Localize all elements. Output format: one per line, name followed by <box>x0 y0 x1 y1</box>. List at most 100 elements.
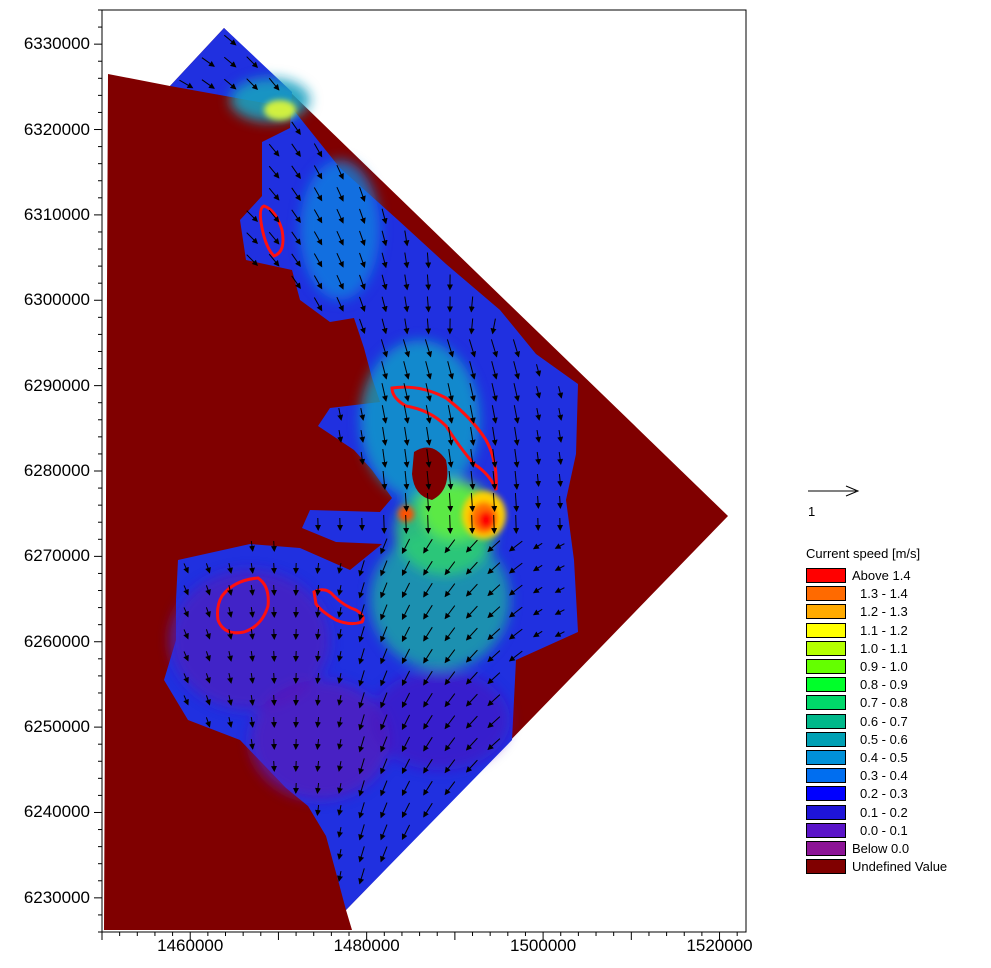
current-vector-arrow <box>532 608 543 616</box>
current-vector-arrow <box>508 606 523 618</box>
y-tick-label: 6320000 <box>23 119 90 139</box>
current-vector-arrow <box>491 514 498 534</box>
current-vector-arrow <box>380 560 388 577</box>
island <box>412 447 448 500</box>
current-vector-arrow <box>425 405 432 424</box>
current-vector-arrow <box>401 736 411 752</box>
current-vector-arrow <box>535 430 542 443</box>
current-vector-arrow <box>359 408 366 421</box>
current-vector-arrow <box>535 451 542 465</box>
current-vector-arrow <box>403 383 410 402</box>
current-vector-arrow <box>380 648 388 665</box>
current-vector-arrow <box>268 143 280 157</box>
current-vector-arrow <box>337 628 343 640</box>
current-vector-arrow <box>444 605 456 620</box>
legend-swatch <box>806 768 846 784</box>
current-vector-arrow <box>403 361 410 380</box>
x-tick-label: 1500000 <box>510 936 577 955</box>
current-vector-arrow <box>381 405 388 424</box>
current-vector-arrow <box>205 607 211 618</box>
current-vector-arrow <box>315 628 321 640</box>
legend-label: 0.1 - 0.2 <box>860 804 908 820</box>
current-vector-arrow <box>315 584 321 596</box>
current-vector-arrow <box>223 78 237 90</box>
current-vector-arrow <box>337 650 343 662</box>
legend-swatch <box>806 713 846 729</box>
current-vector-arrow <box>557 386 564 399</box>
current-vector-arrow <box>444 583 456 598</box>
current-vector-arrow <box>532 586 543 594</box>
current-vector-arrow <box>425 427 432 446</box>
legend-label: 0.7 - 0.8 <box>860 695 908 711</box>
current-vector-arrow <box>554 609 565 615</box>
current-vector-arrow <box>249 651 255 662</box>
legend-swatch <box>806 659 846 674</box>
current-vector-arrow <box>423 802 433 818</box>
legend-label: 0.5 - 0.6 <box>860 731 908 747</box>
current-vector-arrow <box>183 585 189 596</box>
current-vector-arrow <box>313 275 323 290</box>
current-vector-arrow <box>291 121 301 136</box>
hotspot-red <box>478 511 494 529</box>
axis-ticks <box>94 9 738 940</box>
legend-swatch <box>806 640 846 656</box>
current-vector-arrow <box>268 209 280 223</box>
current-vector-arrow <box>444 627 456 642</box>
current-vector-arrow <box>313 253 323 268</box>
current-vector-arrow <box>381 427 388 446</box>
current-vector-arrow <box>249 717 255 728</box>
current-vector-arrow <box>271 584 277 596</box>
current-vector-arrow <box>201 79 215 89</box>
current-vector-arrow <box>425 252 432 269</box>
current-vector-arrow <box>557 451 564 465</box>
current-vector-arrow <box>401 802 411 818</box>
current-vector-arrow <box>447 427 454 446</box>
y-tick-label: 6270000 <box>23 546 90 566</box>
current-vector-arrow <box>271 628 277 640</box>
current-vector-arrow <box>358 626 365 643</box>
current-vector-arrow <box>315 650 321 662</box>
current-vector-arrow <box>490 339 499 358</box>
speed-hotspots <box>264 100 506 539</box>
current-vector-arrow <box>359 208 366 225</box>
current-vector-arrow <box>557 473 564 487</box>
y-tick-label: 6250000 <box>23 717 90 737</box>
y-tick-label: 6330000 <box>23 34 90 54</box>
current-vector-arrow <box>359 296 366 313</box>
current-vector-arrow <box>315 562 321 574</box>
current-vector-arrow <box>469 427 476 446</box>
current-vector-arrow <box>469 361 476 380</box>
current-vector-arrow <box>513 514 520 534</box>
legend-swatch <box>806 695 846 711</box>
current-vector-arrow <box>403 470 410 490</box>
current-vector-arrow <box>444 649 456 664</box>
current-vector-arrow <box>358 802 365 819</box>
current-vector-arrow <box>532 564 543 572</box>
current-vector-arrow <box>401 626 411 642</box>
current-vector-arrow <box>249 673 255 684</box>
current-vector-arrow <box>358 868 365 885</box>
current-vector-arrow <box>487 650 501 663</box>
current-vector-arrow <box>313 143 323 158</box>
current-vector-arrow <box>465 627 478 641</box>
current-vector-arrow <box>271 694 277 706</box>
current-vector-arrow <box>532 630 543 638</box>
current-vector-arrow <box>465 715 478 729</box>
current-vector-arrow <box>469 492 476 512</box>
y-tick-label: 6240000 <box>23 802 90 822</box>
current-vector-arrow <box>423 626 433 642</box>
current-vector-arrow <box>381 449 388 468</box>
current-vector-arrow <box>336 230 344 246</box>
current-vector-arrow <box>465 605 478 619</box>
current-vector-arrow <box>336 274 344 290</box>
current-vector-arrow <box>337 782 343 794</box>
current-vector-arrow <box>271 606 277 618</box>
current-vector-arrow <box>205 563 211 574</box>
current-vector-arrow <box>358 824 365 841</box>
current-vector-arrow <box>249 739 255 750</box>
legend-swatch <box>806 568 846 583</box>
current-vector-arrow <box>380 780 388 797</box>
current-vector-arrow <box>469 470 476 490</box>
legend-label: Undefined Value <box>852 859 948 875</box>
current-vector-arrow <box>271 540 277 552</box>
